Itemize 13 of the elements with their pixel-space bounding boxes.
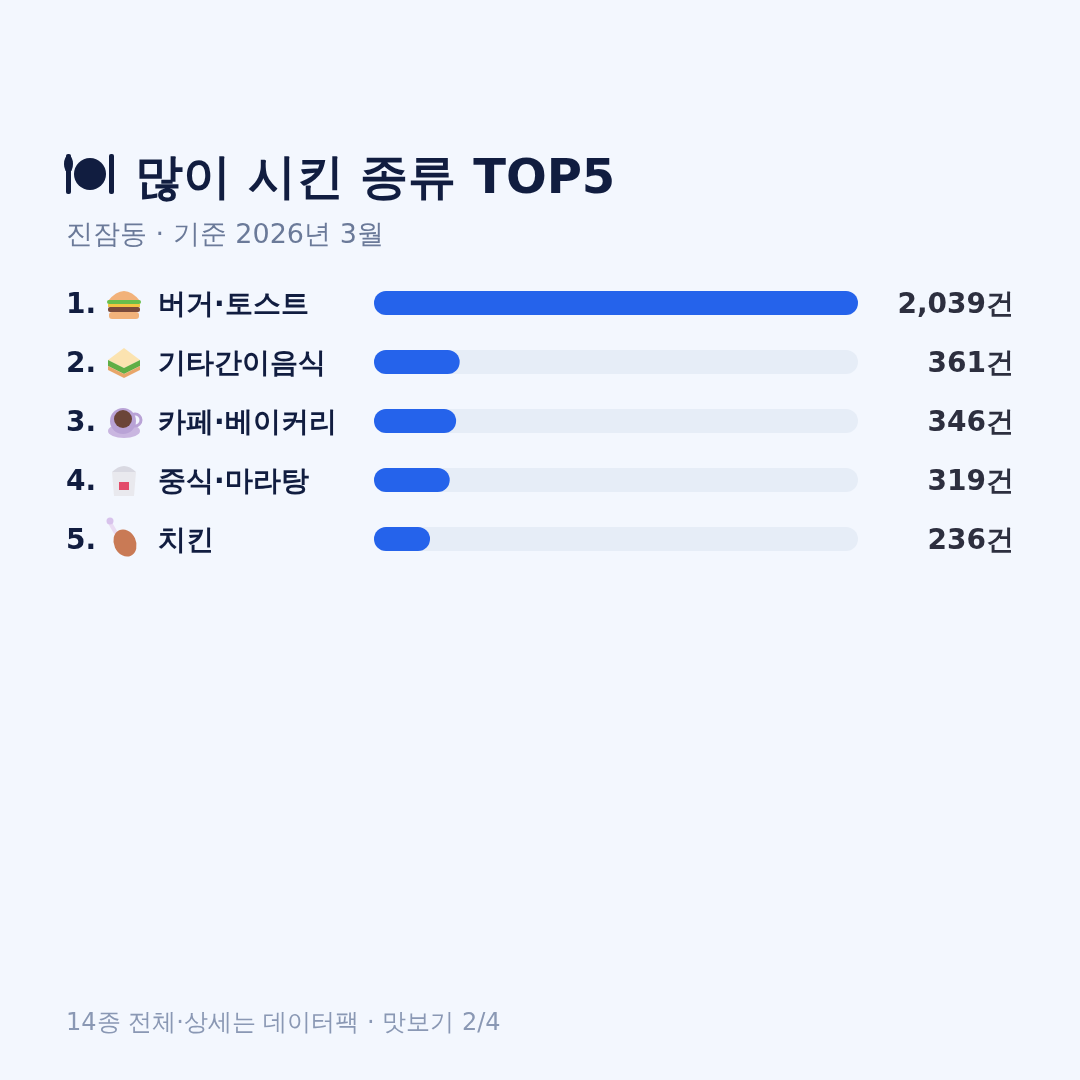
data-label: 361건 xyxy=(927,346,1014,379)
chart-subtitle: 진잠동 · 기준 2026년 3월 xyxy=(66,218,384,249)
text: 14종 전체·상세는 데이터팩 · 맛보기 2/4 xyxy=(66,1008,501,1036)
category-label: 4. 중식·마라탕 xyxy=(66,464,309,497)
data-label: 236건 xyxy=(927,523,1014,556)
category-label: 5. 치킨 xyxy=(66,523,214,556)
data-label: 2,039건 xyxy=(897,287,1014,320)
data-label: 346건 xyxy=(927,405,1014,438)
data-label: 319건 xyxy=(927,464,1014,497)
category-label: 1. 버거·토스트 xyxy=(66,287,309,320)
category-label: 2. 기타간이음식 xyxy=(66,346,326,379)
category-label: 3. 카페·베이커리 xyxy=(66,405,337,438)
chart-title: 많이 시킨 종류 TOP5 xyxy=(135,148,616,204)
